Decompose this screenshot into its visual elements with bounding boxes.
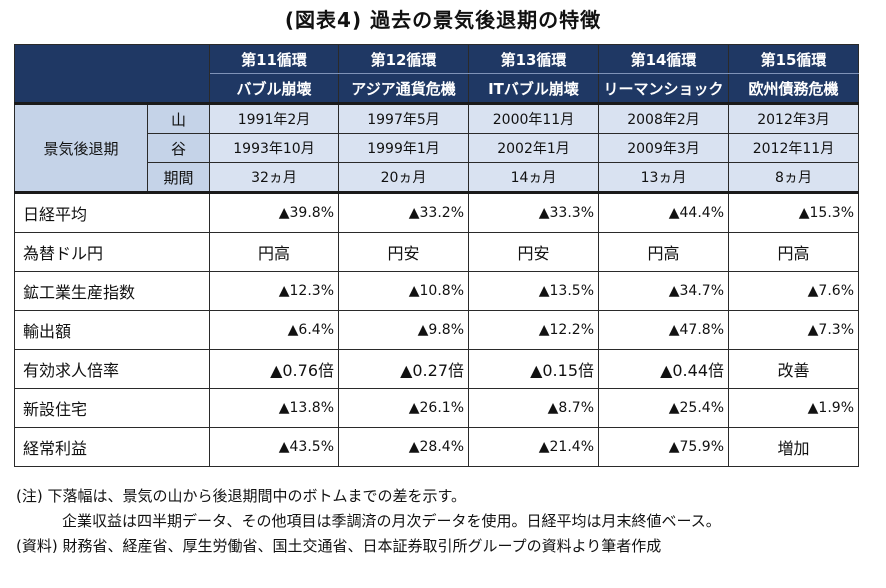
indicator-value: ▲33.3% [468, 191, 599, 233]
indicator-value: ▲10.8% [338, 271, 469, 311]
header-event: アジア通貨危機 [338, 73, 469, 104]
header-corner [14, 44, 210, 104]
indicator-value: ▲0.27倍 [338, 349, 469, 389]
header-cycle: 第13循環 [468, 44, 599, 74]
indicator-row-production: 鉱工業生産指数 ▲12.3% ▲10.8% ▲13.5% ▲34.7% ▲7.6… [14, 271, 859, 311]
indicator-label: 日経平均 [14, 191, 210, 233]
header-row-cycle: 第11循環 第12循環 第13循環 第14循環 第15循環 [14, 44, 859, 104]
period-value: 13ヵ月 [598, 162, 729, 193]
indicator-value: ▲1.9% [728, 388, 859, 428]
indicator-value: ▲34.7% [598, 271, 729, 311]
indicator-value: ▲26.1% [338, 388, 469, 428]
period-value: 32ヵ月 [209, 162, 339, 193]
indicator-value: ▲8.7% [468, 388, 599, 428]
note-line: 企業収益は四半期データ、その他項目は季調済の月次データを使用。日経平均は月末終値… [62, 512, 721, 530]
header-cycle: 第15循環 [728, 44, 859, 74]
indicator-value: ▲75.9% [598, 427, 729, 467]
indicator-value: ▲33.2% [338, 191, 469, 233]
indicator-value: 改善 [728, 349, 859, 389]
peak-label: 山 [147, 102, 210, 134]
peak-date: 2012年3月 [728, 102, 859, 134]
period-value: 8ヵ月 [728, 162, 859, 193]
row-period: 期間 32ヵ月 20ヵ月 14ヵ月 13ヵ月 8ヵ月 [15, 162, 859, 193]
indicator-label: 新設住宅 [14, 388, 210, 428]
peak-date: 2000年11月 [468, 102, 599, 134]
header-event: ITバブル崩壊 [468, 73, 599, 104]
indicator-value: 円高 [598, 232, 729, 272]
indicator-value: ▲9.8% [338, 310, 469, 350]
header-cycle: 第14循環 [598, 44, 729, 74]
trough-date: 1993年10月 [209, 133, 339, 163]
note-line: (注) 下落幅は、景気の山から後退期間中のボトムまでの差を示す。 [16, 487, 466, 505]
indicator-value: 円高 [728, 232, 859, 272]
indicator-label: 有効求人倍率 [14, 349, 210, 389]
indicator-row-nikkei: 日経平均 ▲39.8% ▲33.2% ▲33.3% ▲44.4% ▲15.3% [14, 191, 859, 233]
indicator-row-jobs: 有効求人倍率 ▲0.76倍 ▲0.27倍 ▲0.15倍 ▲0.44倍 改善 [14, 349, 859, 389]
indicator-value: ▲28.4% [338, 427, 469, 467]
figure-title: (図表4) 過去の景気後退期の特徴 [284, 8, 602, 32]
peak-date: 2008年2月 [598, 102, 729, 134]
header-cycle: 第11循環 [209, 44, 339, 74]
row-peak: 景気後退期 山 1991年2月 1997年5月 2000年11月 2008年2月… [14, 102, 859, 193]
indicator-value: ▲43.5% [209, 427, 339, 467]
indicator-value: ▲12.2% [468, 310, 599, 350]
peak-date: 1997年5月 [338, 102, 469, 134]
indicator-value: ▲0.15倍 [468, 349, 599, 389]
header-event: リーマンショック [598, 73, 729, 104]
trough-date: 2012年11月 [728, 133, 859, 163]
row-trough: 谷 1993年10月 1999年1月 2002年1月 2009年3月 2012年… [15, 133, 859, 163]
indicator-value: ▲6.4% [209, 310, 339, 350]
indicator-value: 増加 [728, 427, 859, 467]
indicator-label: 為替ドル円 [14, 232, 210, 272]
header-event: 欧州債務危機 [728, 73, 859, 104]
peak-date: 1991年2月 [209, 102, 339, 134]
trough-label: 谷 [147, 133, 210, 163]
header-event: バブル崩壊 [209, 73, 339, 104]
trough-date: 2002年1月 [468, 133, 599, 163]
header-row-name: バブル崩壊 アジア通貨危機 ITバブル崩壊 リーマンショック 欧州債務危機 [15, 73, 859, 104]
period-label: 期間 [147, 162, 210, 193]
indicator-value: ▲7.3% [728, 310, 859, 350]
indicator-value: ▲21.4% [468, 427, 599, 467]
period-value: 20ヵ月 [338, 162, 469, 193]
indicator-label: 輸出額 [14, 310, 210, 350]
indicator-value: ▲0.76倍 [209, 349, 339, 389]
recession-label: 景気後退期 [14, 102, 148, 193]
indicator-label: 経常利益 [14, 427, 210, 467]
recession-table: 第11循環 第12循環 第13循環 第14循環 第15循環 バブル崩壊 アジア通… [14, 44, 859, 467]
period-value: 14ヵ月 [468, 162, 599, 193]
footnotes: (注) 下落幅は、景気の山から後退期間中のボトムまでの差を示す。 企業収益は四半… [16, 484, 721, 559]
indicator-label: 鉱工業生産指数 [14, 271, 210, 311]
indicator-value: ▲25.4% [598, 388, 729, 428]
indicator-value: ▲7.6% [728, 271, 859, 311]
indicator-value: 円高 [209, 232, 339, 272]
indicator-value: ▲47.8% [598, 310, 729, 350]
header-cycle: 第12循環 [338, 44, 469, 74]
indicator-row-exports: 輸出額 ▲6.4% ▲9.8% ▲12.2% ▲47.8% ▲7.3% [14, 310, 859, 350]
indicator-value: ▲15.3% [728, 191, 859, 233]
indicator-value: ▲12.3% [209, 271, 339, 311]
indicator-row-housing: 新設住宅 ▲13.8% ▲26.1% ▲8.7% ▲25.4% ▲1.9% [14, 388, 859, 428]
indicator-row-fx: 為替ドル円 円高 円安 円安 円高 円高 [14, 232, 859, 272]
indicator-value: ▲13.5% [468, 271, 599, 311]
indicator-value: ▲0.44倍 [598, 349, 729, 389]
trough-date: 1999年1月 [338, 133, 469, 163]
indicator-value: 円安 [468, 232, 599, 272]
indicator-value: ▲39.8% [209, 191, 339, 233]
indicator-value: 円安 [338, 232, 469, 272]
indicator-value: ▲13.8% [209, 388, 339, 428]
indicator-value: ▲44.4% [598, 191, 729, 233]
source-line: (資料) 財務省、経産省、厚生労働省、国土交通省、日本証券取引所グループの資料よ… [16, 537, 662, 555]
trough-date: 2009年3月 [598, 133, 729, 163]
indicator-row-profit: 経常利益 ▲43.5% ▲28.4% ▲21.4% ▲75.9% 増加 [14, 427, 859, 467]
